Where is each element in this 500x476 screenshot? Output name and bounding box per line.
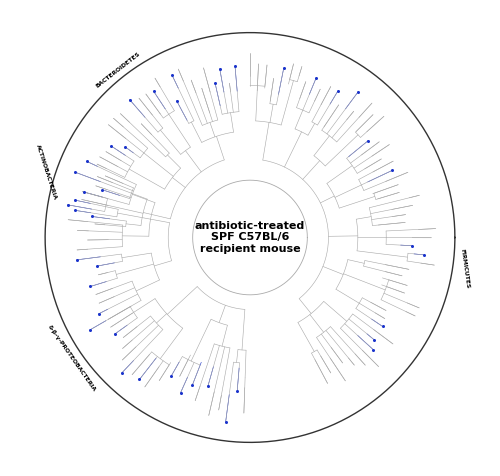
Text: ACTINOBACTERIA: ACTINOBACTERIA xyxy=(34,144,58,200)
Text: δ-β-γ-PROTEOBACTERIA: δ-β-γ-PROTEOBACTERIA xyxy=(47,324,97,392)
Text: SPF C57BL/6: SPF C57BL/6 xyxy=(211,232,289,242)
Text: FIRMICUTES: FIRMICUTES xyxy=(459,248,469,288)
Text: BACTEROIDETES: BACTEROIDETES xyxy=(95,50,141,88)
Text: recipient mouse: recipient mouse xyxy=(200,244,300,254)
Text: antibiotic-treated: antibiotic-treated xyxy=(195,220,305,230)
